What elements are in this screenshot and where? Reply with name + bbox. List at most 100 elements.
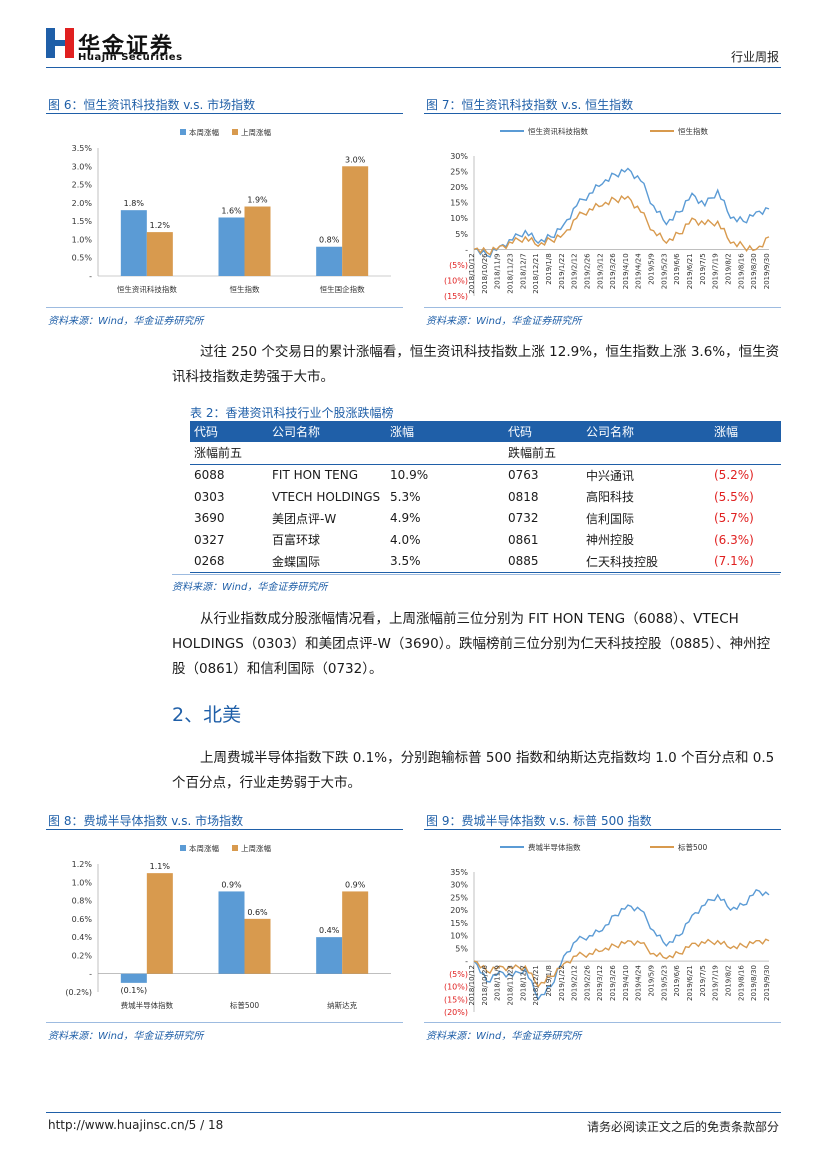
fig7-title: 图 7：恒生资讯科技指数 v.s. 恒生指数 [426, 98, 634, 112]
fig6-ytick: 3.5% [72, 144, 93, 153]
footer-divider [46, 1112, 781, 1113]
fig7-ytick: (5%) [449, 261, 468, 270]
fig9-ytick: 25% [450, 893, 468, 902]
fig6-bar [342, 166, 369, 276]
fig6-bar [120, 210, 147, 276]
cell: 0861 [508, 532, 539, 547]
fig9-xtick: 2019/3/26 [609, 965, 617, 1001]
footer-url[interactable]: http://www.huajinsc.cn/5 / 18 [48, 1118, 224, 1132]
fig8-legend-label: 本周涨幅 [189, 843, 219, 853]
fig7-xtick: 2018/10/26 [481, 253, 489, 294]
fig7-xtick: 2019/1/22 [558, 253, 566, 289]
table2-source-rule [172, 574, 780, 575]
fig7-xtick: 2019/4/10 [622, 253, 630, 289]
fig7-ytick: 25% [450, 168, 468, 177]
cell: 0818 [508, 489, 539, 504]
brand-logo-icon [46, 28, 74, 58]
fig9-ytick: 20% [450, 906, 468, 915]
fig7-xtick: 2019/2/12 [571, 253, 579, 289]
fig6-chart: 本周涨幅 上周涨幅 3.5% 3.0% 2.5% 2.0% 1.5% 1.0% 0.5% - 1.8… [72, 127, 391, 294]
table2-source: 资料来源：Wind，华金证券研究所 [172, 582, 328, 593]
fig7-xtick: 2019/7/5 [699, 253, 707, 284]
fig6-data-label: 1.2% [150, 221, 171, 230]
cell: 6088 [194, 468, 225, 483]
fig8-ytick: 0.4% [72, 933, 93, 942]
fig7-xtick: 2019/1/8 [545, 253, 553, 284]
paragraph-na-summary: 上周费城半导体指数下跌 0.1%，分别跑输标普 500 指数和纳斯达克指数均 1… [172, 750, 775, 791]
fig9-chart: 费城半导体指数 标普500 35% 30% 25% 20% 15% 10% 5% - (5%) (10… [444, 842, 771, 1017]
fig8-source-rule [46, 1022, 403, 1023]
table-header-row: 代码 公司名称 涨幅 代码 公司名称 涨幅 [190, 421, 781, 442]
table2-title: 表 2：香港资讯科技行业个股涨跌幅榜 [190, 406, 394, 420]
fig9-source-rule [424, 1022, 781, 1023]
fig8-data-label: (0.1%) [121, 986, 148, 995]
fig9-series-line [473, 938, 770, 988]
fig8-ytick: 0.8% [72, 897, 93, 906]
fig9-xtick: 2019/4/10 [622, 965, 630, 1001]
fig9-ytick: 10% [450, 932, 468, 941]
fig9-xtick: 2019/5/9 [648, 965, 656, 996]
fig6-legend-label: 本周涨幅 [189, 127, 219, 137]
cell: (6.3%) [714, 532, 754, 547]
paragraph-hk-stocks: 从行业指数成分股涨幅情况看，上周涨幅前三位分别为 FIT HON TENG（60… [172, 611, 771, 677]
cell: (5.5%) [714, 489, 754, 504]
fig9-xtick: 2019/1/22 [558, 965, 566, 1001]
fig7-ytick: 15% [450, 199, 468, 208]
fig9-xtick: 2019/3/12 [596, 965, 604, 1001]
fig9-xtick: 2018/12/21 [532, 965, 540, 1005]
fig6-data-label: 0.8% [319, 236, 340, 245]
fig8-ytick: 0.6% [72, 915, 93, 924]
fig6-legend-swatch [180, 129, 186, 135]
fig6-category-label: 恒生国企指数 [320, 284, 365, 294]
fig8-legend-swatch [180, 845, 186, 851]
fig7-ytick: (10%) [444, 276, 468, 285]
cell: 0732 [508, 511, 539, 526]
cell: 0885 [508, 554, 539, 569]
fig6-title: 图 6：恒生资讯科技指数 v.s. 市场指数 [48, 98, 256, 112]
section-title-north-america: 2、北美 [172, 704, 242, 726]
cell: 信利国际 [586, 511, 635, 526]
header-code-2: 代码 [504, 421, 582, 442]
fig7-source-rule [424, 307, 781, 308]
fig9-ytick: (5%) [449, 970, 468, 979]
fig7-chart: 恒生资讯科技指数 恒生指数 30% 25% 20% 15% 10% 5% - (5%) (10%) (… [444, 126, 771, 301]
table-row: 3690 美团点评-W 4.9% 0732 信利国际 (5.7%) [190, 508, 781, 530]
fig9-legend-label: 标普500 [678, 842, 708, 852]
fig9-xtick: 2019/7/19 [712, 965, 720, 1001]
header-change-2: 涨幅 [710, 421, 781, 442]
header-name-1: 公司名称 [268, 421, 386, 442]
fig9-xtick: 2019/4/24 [635, 965, 643, 1001]
table-row: 0303 VTECH HOLDINGS 5.3% 0818 高阳科技 (5.5%… [190, 486, 781, 508]
fig6-rule [46, 113, 403, 114]
fig9-ytick: 30% [450, 881, 468, 890]
fig9-xtick: 2018/10/12 [468, 965, 476, 1005]
fig6-source: 资料来源：Wind，华金证券研究所 [48, 316, 204, 327]
cell: 0303 [194, 489, 225, 504]
fig6-source-rule [46, 307, 403, 308]
header-change-1: 涨幅 [386, 421, 504, 442]
fig6-data-label: 1.8% [124, 199, 145, 208]
stock-ranking-table: 代码 公司名称 涨幅 代码 公司名称 涨幅 涨幅前五 跌幅前五 6088 FIT… [190, 421, 781, 573]
header-divider [46, 67, 781, 68]
fig8-bar [244, 918, 271, 974]
brand-name: 华金证券 [78, 34, 175, 59]
document-type: 行业周报 [730, 50, 779, 64]
cell: 百富环球 [272, 533, 321, 548]
cell: FIT HON TENG [272, 468, 359, 483]
fig8-rule [46, 829, 403, 830]
fig6-ytick: 1.5% [72, 217, 93, 226]
fig8-category-label: 标普500 [230, 1000, 260, 1010]
fig7-xtick: 2019/3/12 [596, 253, 604, 289]
fig9-ytick: (20%) [444, 1008, 468, 1017]
fig6-ytick: 3.0% [72, 162, 93, 171]
fig7-xtick: 2019/7/19 [712, 253, 720, 289]
cell: (5.7%) [714, 511, 754, 526]
fig8-legend-swatch [232, 845, 238, 851]
fig7-ytick: (15%) [444, 292, 468, 301]
table-row: 6088 FIT HON TENG 10.9% 0763 中兴通讯 (5.2%) [190, 464, 781, 486]
fig9-legend-label: 费城半导体指数 [528, 842, 581, 852]
fig6-bar [218, 217, 245, 276]
fig7-legend-label: 恒生指数 [678, 126, 708, 136]
fig9-ytick: 15% [450, 919, 468, 928]
header-name-2: 公司名称 [582, 421, 710, 442]
